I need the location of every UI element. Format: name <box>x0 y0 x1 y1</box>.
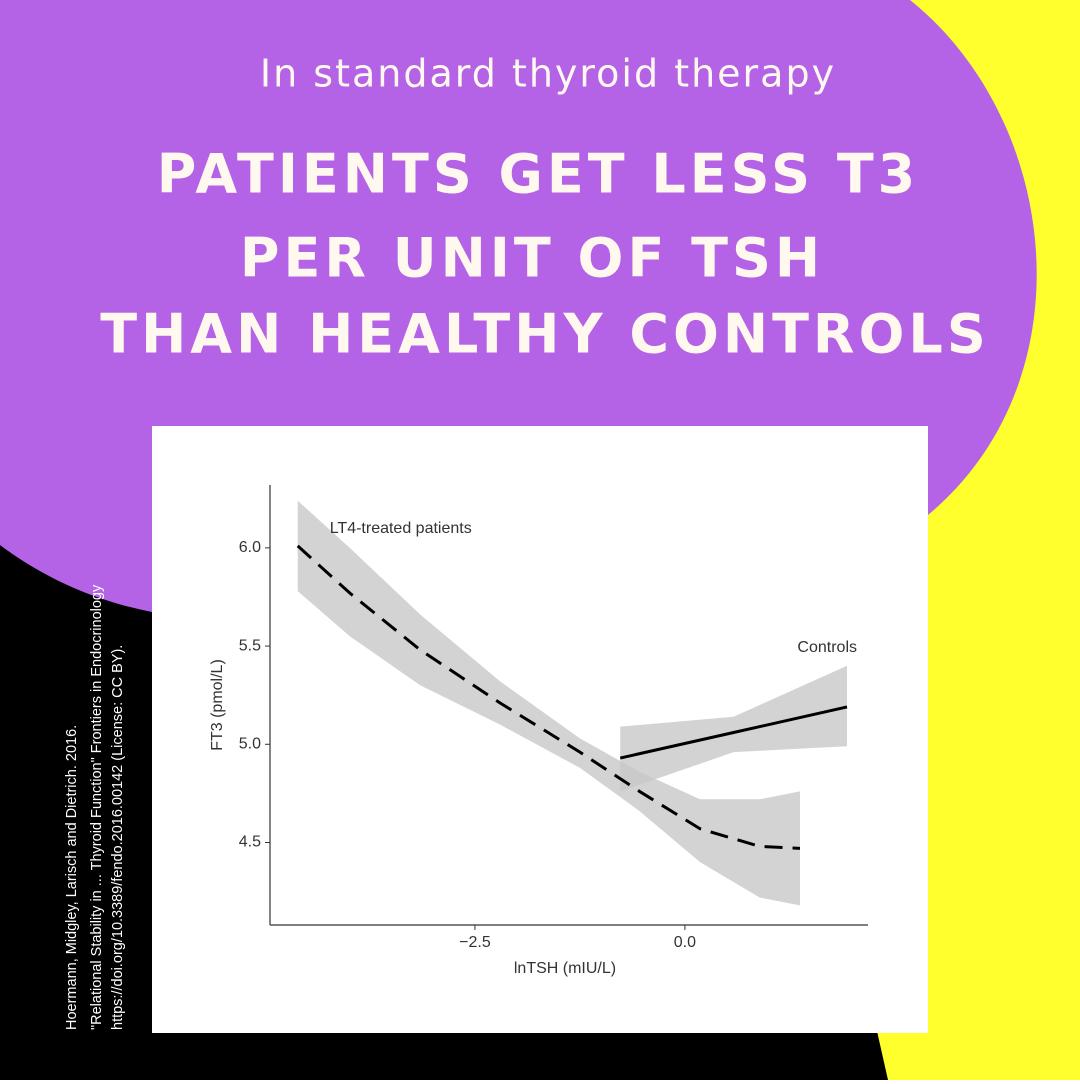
confidence-band <box>297 500 800 906</box>
annotation: Controls <box>797 639 857 656</box>
y-tick-label: 6.0 <box>239 539 261 556</box>
plot: 4.5 5.0 5.5 6.0 −2.5 0.0 lnTSH (mIU/L) FT3 (pmo… <box>209 485 868 977</box>
y-tick-label: 5.0 <box>239 736 261 753</box>
citation-line: Hoermann, Midgley, Larisch and Dietrich.… <box>64 725 80 1030</box>
citation-line: https://doi.org/10.3389/fendo.2016.00142… <box>110 645 126 1030</box>
confidence-band <box>620 665 848 792</box>
title-line: THAN HEALTHY CONTROLS <box>100 303 989 366</box>
y-tick-label: 4.5 <box>239 834 261 851</box>
annotation: LT4-treated patients <box>330 520 472 537</box>
citation-line: "Relational Stability in ... Thyroid Fun… <box>89 584 105 1030</box>
y-axis-label: FT3 (pmol/L) <box>209 659 226 751</box>
subtitle: In standard thyroid therapy <box>260 52 836 96</box>
series-line <box>296 544 801 850</box>
citation: Hoermann, Midgley, Larisch and Dietrich.… <box>64 584 126 1030</box>
title-line: PATIENTS GET LESS T3 <box>157 143 919 206</box>
x-axis-label: lnTSH (mIU/L) <box>514 960 616 977</box>
series-line <box>619 705 848 760</box>
y-tick-label: 5.5 <box>239 637 261 654</box>
x-tick-label: 0.0 <box>674 934 696 951</box>
x-tick-label: −2.5 <box>459 934 491 951</box>
title-line: PER UNIT OF TSH <box>240 227 824 290</box>
